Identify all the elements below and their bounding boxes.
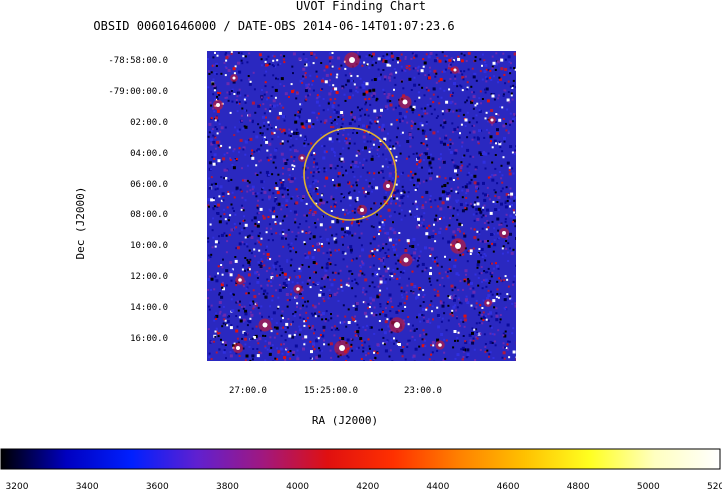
star [339, 345, 345, 351]
star [486, 301, 490, 305]
dec-tick-label: 08:00.0 [130, 210, 168, 220]
dec-tick-label: 06:00.0 [130, 180, 168, 190]
star [236, 346, 240, 350]
colorbar-ticks: 3200 3400 3600 3800 4000 4200 4400 4600 4800 5000… [6, 482, 722, 489]
colorbar-tick-label: 4600 [497, 482, 520, 489]
star [349, 57, 355, 63]
colorbar-tick-label: 4000 [286, 482, 309, 489]
star [238, 278, 242, 282]
star [455, 243, 461, 249]
dec-tick-label: 16:00.0 [130, 334, 168, 344]
colorbar-gradient [0, 448, 721, 470]
dec-tick-label: -78:58:00.0 [108, 56, 168, 66]
star [216, 103, 220, 107]
x-axis-label: RA (J2000) [312, 414, 378, 427]
chart-subtitle: OBSID 00601646000 / DATE-OBS 2014-06-14T… [93, 19, 454, 33]
colorbar-tick-label: 4400 [426, 482, 449, 489]
chart-title: UVOT Finding Chart [296, 0, 426, 13]
star [490, 118, 494, 122]
image-pixels [207, 51, 516, 361]
star [394, 322, 400, 328]
colorbar-tick-label: 3600 [146, 482, 169, 489]
ra-tick-label: 15:25:00.0 [304, 386, 358, 396]
y-axis-label: Dec (J2000) [74, 187, 87, 260]
ra-tick-label: 23:00.0 [404, 386, 442, 396]
dec-tick-label: -79:00:00.0 [108, 87, 168, 97]
image-stars [212, 52, 510, 356]
colorbar-tick-label: 5200 [707, 482, 722, 489]
star [296, 287, 300, 291]
colorbar-tick-label: 5000 [637, 482, 660, 489]
star [232, 76, 236, 80]
dec-tick-labels: -78:58:00.0 -79:00:00.0 02:00.0 04:00.0 06:0… [108, 56, 168, 344]
ra-tick-label: 27:00.0 [229, 386, 267, 396]
dec-tick-label: 04:00.0 [130, 149, 168, 159]
star [453, 68, 457, 72]
star [360, 208, 364, 212]
dec-tick-label: 10:00.0 [130, 241, 168, 251]
dec-tick-label: 14:00.0 [130, 303, 168, 313]
colorbar-tick-label: 4200 [356, 482, 379, 489]
star [262, 322, 268, 328]
colorbar-tick-label: 4800 [567, 482, 590, 489]
star [386, 184, 390, 188]
star [402, 99, 408, 105]
colorbar-tick-label: 3400 [76, 482, 99, 489]
ra-tick-labels: 27:00.0 15:25:00.0 23:00.0 [229, 386, 442, 396]
colorbar-tick-label: 3800 [216, 482, 239, 489]
star [438, 343, 442, 347]
dec-tick-label: 12:00.0 [130, 272, 168, 282]
star [300, 156, 304, 160]
star [403, 257, 409, 263]
colorbar-tick-label: 3200 [6, 482, 29, 489]
star [502, 231, 506, 235]
colorbar: 3200 3400 3600 3800 4000 4200 4400 4600 4800 5000… [0, 448, 722, 489]
sky-image [207, 51, 516, 361]
source-region-circle [303, 127, 397, 221]
dec-tick-label: 02:00.0 [130, 118, 168, 128]
